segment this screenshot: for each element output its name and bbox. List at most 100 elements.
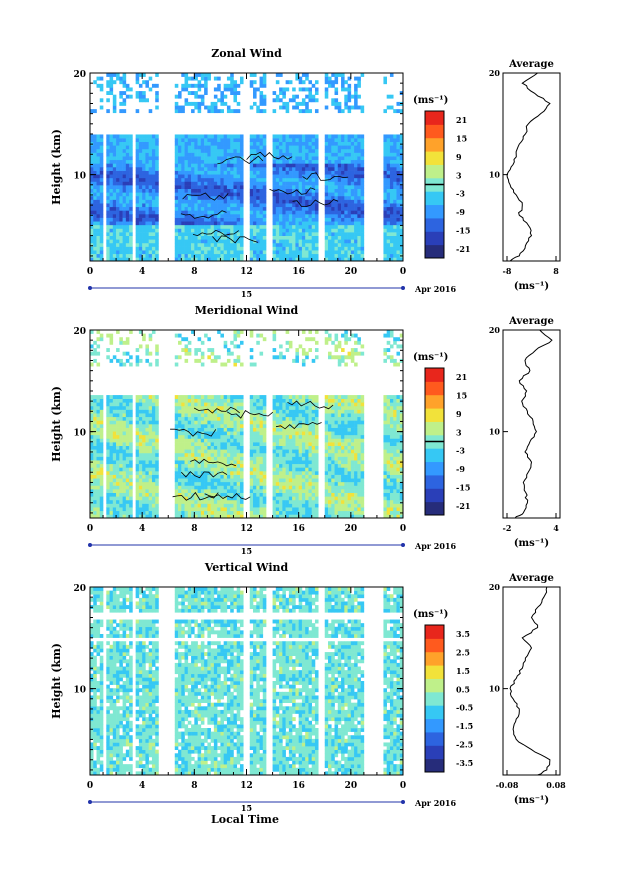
- heatmap-cell: [93, 141, 97, 146]
- heatmap-cell: [142, 246, 146, 251]
- heatmap-cell: [122, 76, 127, 81]
- heatmap-cell: [262, 98, 267, 103]
- heatmap-cell: [262, 224, 267, 229]
- heatmap-cell: [288, 141, 293, 146]
- heatmap-cell: [334, 156, 339, 161]
- heatmap-cell: [99, 416, 104, 421]
- heatmap-cell: [295, 174, 299, 179]
- heatmap-cell: [122, 503, 127, 508]
- heatmap-cell: [155, 206, 159, 211]
- heatmap-cell: [116, 156, 120, 161]
- heatmap-cell: [197, 471, 202, 475]
- heatmap-cell: [357, 148, 361, 153]
- heatmap-cell: [288, 228, 293, 233]
- heatmap-cell: [292, 181, 296, 186]
- heatmap-cell: [129, 253, 133, 258]
- heatmap-cell: [90, 145, 94, 150]
- heatmap-cell: [347, 221, 352, 226]
- heatmap-cell: [249, 185, 254, 189]
- heatmap-cell: [282, 456, 286, 461]
- heatmap-cell: [112, 80, 117, 85]
- heatmap-cell: [337, 195, 342, 200]
- heatmap-cell: [226, 250, 231, 255]
- heatmap-cell: [272, 489, 277, 493]
- heatmap-cell: [226, 434, 231, 439]
- heatmap-cell: [328, 195, 332, 200]
- heatmap-cell: [288, 214, 293, 218]
- heatmap-cell: [285, 138, 290, 142]
- heatmap-cell: [90, 452, 94, 457]
- heatmap-cell: [236, 489, 241, 493]
- heatmap-cell: [262, 463, 267, 468]
- heatmap-cell: [285, 101, 290, 106]
- heatmap-cell: [112, 413, 117, 418]
- heatmap-cell: [223, 460, 228, 465]
- heatmap-cell: [272, 434, 277, 439]
- heatmap-cell: [194, 503, 198, 508]
- heatmap-cell: [301, 210, 306, 215]
- heatmap-cell: [109, 217, 114, 222]
- heatmap-cell: [106, 250, 110, 255]
- heatmap-cell: [341, 199, 345, 204]
- heatmap-cell: [223, 199, 228, 204]
- heatmap-cell: [106, 192, 110, 197]
- heatmap-cell: [138, 141, 143, 146]
- heatmap-cell: [236, 239, 241, 244]
- heatmap-cell: [223, 449, 228, 454]
- heatmap-cell: [138, 253, 143, 258]
- heatmap-cell: [357, 214, 361, 218]
- heatmap-cell: [174, 163, 179, 168]
- heatmap-cell: [298, 80, 303, 85]
- heatmap-cell: [125, 210, 130, 215]
- heatmap-cell: [148, 250, 153, 255]
- heatmap-cell: [151, 253, 156, 258]
- heatmap-cell: [249, 427, 254, 432]
- heatmap-cell: [181, 438, 185, 443]
- heatmap-cell: [220, 91, 224, 95]
- heatmap-cell: [226, 195, 231, 200]
- heatmap-cell: [148, 420, 153, 425]
- heatmap-cell: [191, 503, 195, 508]
- heatmap-cell: [239, 206, 244, 211]
- heatmap-cell: [174, 413, 179, 418]
- heatmap-cell: [200, 405, 205, 410]
- heatmap-cell: [285, 109, 290, 114]
- heatmap-cell: [223, 340, 228, 345]
- heatmap-cell: [386, 217, 391, 222]
- heatmap-cell: [298, 181, 303, 186]
- heatmap-cell: [184, 159, 189, 164]
- heatmap-cell: [217, 224, 221, 229]
- heatmap-cell: [119, 152, 123, 157]
- heatmap-cell: [194, 210, 198, 215]
- heatmap-cell: [151, 449, 156, 454]
- heatmap-cell: [122, 257, 127, 262]
- heatmap-cell: [197, 478, 202, 483]
- heatmap-cell: [122, 351, 127, 356]
- heatmap-cell: [96, 76, 101, 81]
- heatmap-cell: [253, 80, 257, 85]
- heatmap-cell: [217, 438, 221, 443]
- heatmap-cell: [256, 496, 260, 501]
- heatmap-cell: [337, 206, 342, 211]
- heatmap-cell: [129, 398, 133, 403]
- heatmap-cell: [279, 405, 283, 410]
- heatmap-cell: [226, 427, 231, 432]
- heatmap-cell: [357, 195, 361, 200]
- heatmap-cell: [200, 203, 205, 208]
- heatmap-cell: [112, 257, 117, 262]
- heatmap-cell: [288, 159, 293, 164]
- heatmap-cell: [253, 250, 257, 255]
- heatmap-cell: [178, 206, 182, 211]
- heatmap-cell: [272, 445, 277, 450]
- heatmap-cell: [223, 395, 228, 399]
- heatmap-cell: [138, 409, 143, 414]
- heatmap-cell: [334, 235, 339, 240]
- heatmap-cell: [122, 210, 127, 215]
- heatmap-cell: [233, 156, 238, 161]
- heatmap-cell: [191, 192, 195, 197]
- heatmap-cell: [256, 257, 260, 262]
- heatmap-cell: [328, 199, 332, 204]
- heatmap-cell: [220, 167, 224, 171]
- heatmap-cell: [279, 431, 283, 436]
- heatmap-cell: [347, 242, 352, 247]
